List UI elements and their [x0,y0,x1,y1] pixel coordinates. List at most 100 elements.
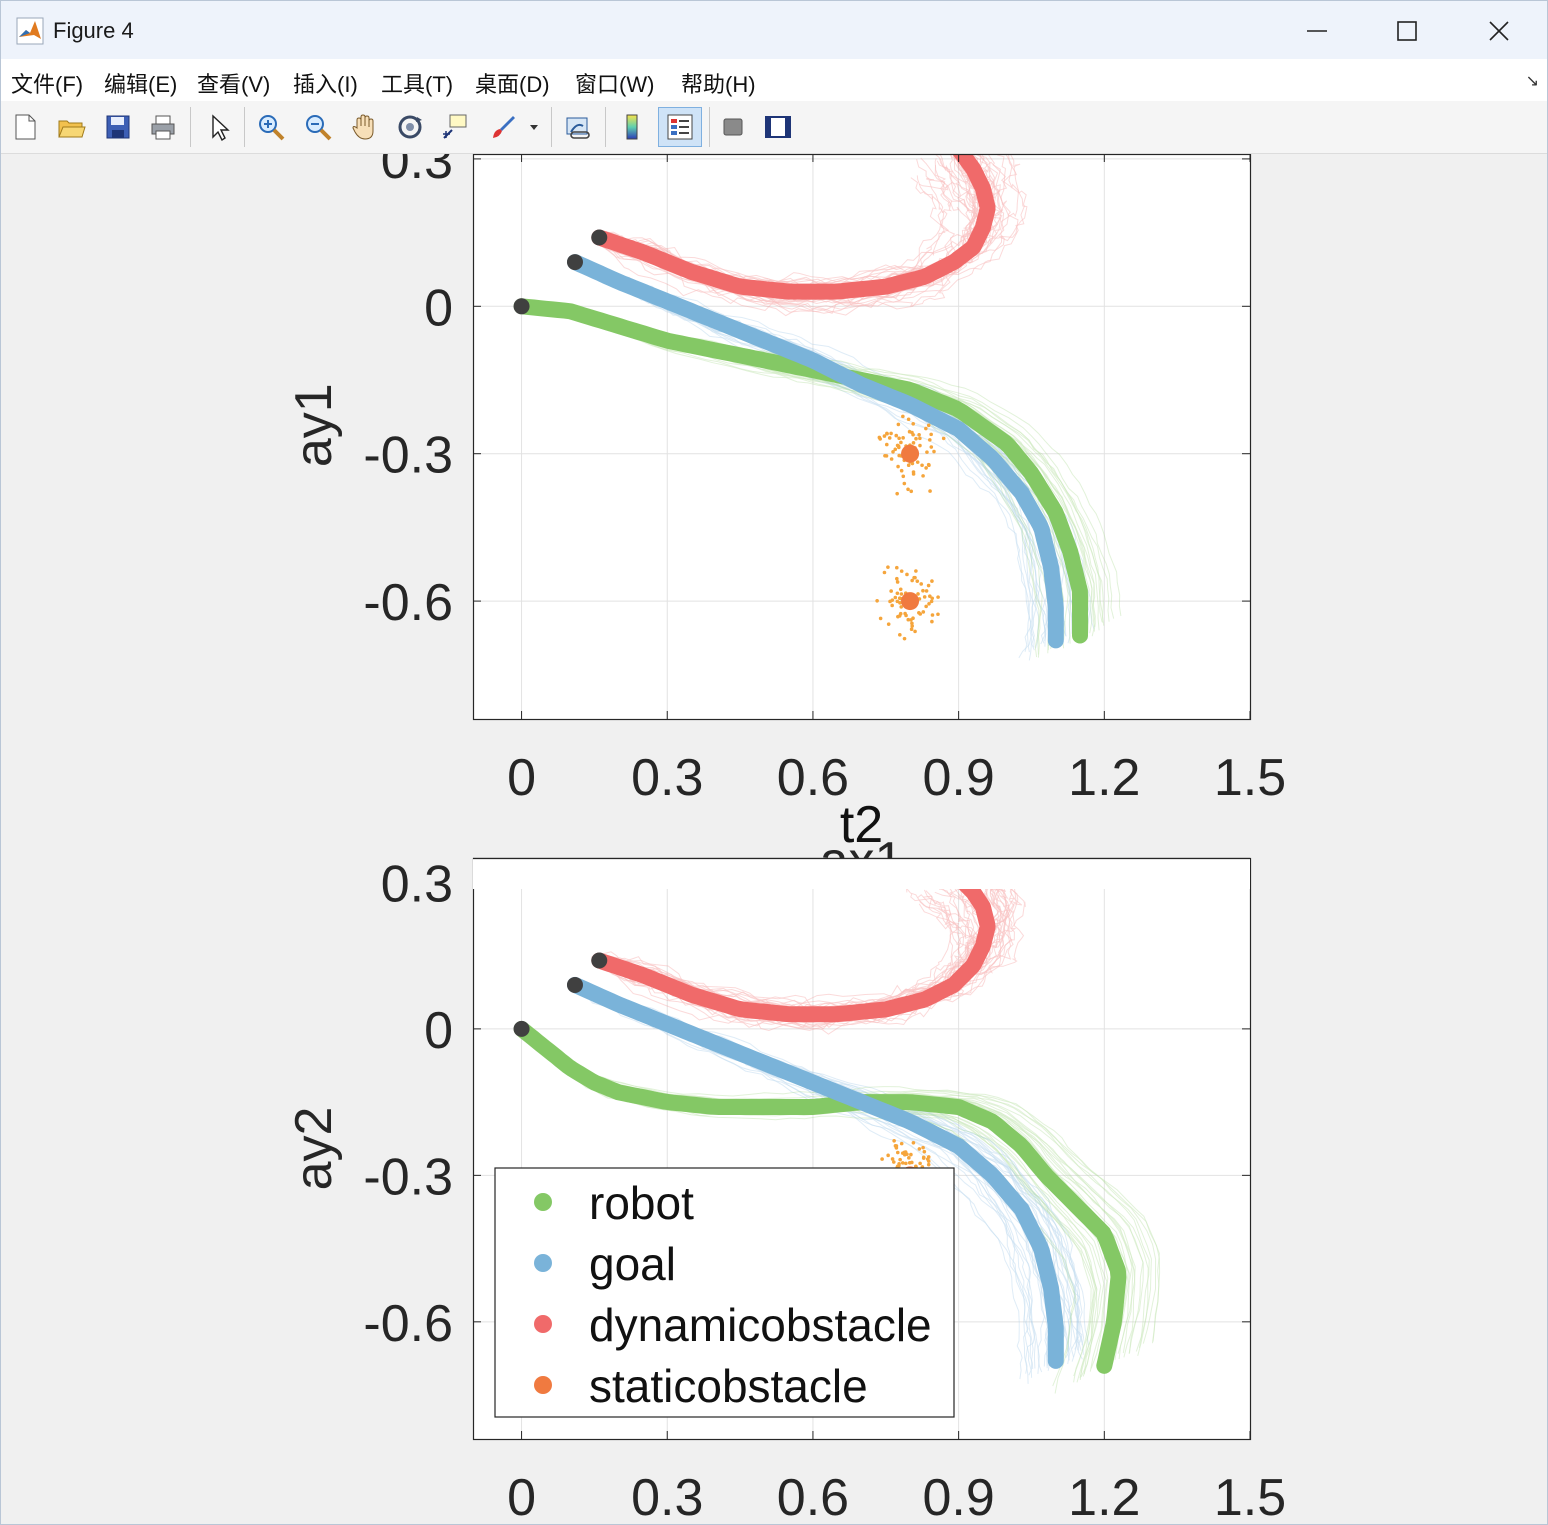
rotate-button[interactable] [392,109,428,145]
static-sample-point [910,624,914,628]
hide-plot-tools-button[interactable] [715,109,751,145]
static-sample-point [926,1159,931,1163]
figure-plots[interactable]: 0 0.3 0.6 0.9 1.2 1.5 0.3 0 -0.3 -0.6 ay1 0 0.3 0.6 0.… [1,132,1547,1524]
open-file-button[interactable] [53,109,89,145]
x-tick-label: 0 [507,1469,536,1524]
menu-window[interactable]: 窗口(W) [575,72,655,97]
static-sample-point [911,616,915,621]
save-button[interactable] [100,109,136,145]
plot-content [513,858,1161,1394]
dynamicobstacle-traces-trace [592,158,946,305]
goal-series-line [567,976,1064,1369]
static-sample-point [890,598,895,602]
static-sample-point [903,1150,908,1154]
static-sample-point [878,437,882,441]
show-plot-tools-button[interactable] [760,109,796,145]
static-sample-point [880,1157,884,1161]
toolbar-separator [709,107,710,147]
link-plot-button[interactable] [560,109,596,145]
zoom-in-icon [259,115,285,141]
close-button[interactable] [1469,9,1529,53]
static-sample-point [922,595,927,599]
menu-bar: 文件(F) 编辑(E) 查看(V) 插入(I) 工具(T) 桌面(D) 窗口(W… [1,59,1547,102]
brush-dropdown-button[interactable] [525,109,543,145]
select-button[interactable] [201,109,237,145]
menu-desktop[interactable]: 桌面(D) [475,72,550,97]
robot-start-point [513,298,530,315]
maximize-button[interactable] [1377,9,1437,53]
dynamicobstacle-series-line [591,869,996,1023]
colorbar-button[interactable] [614,109,650,145]
goal-start-point [566,976,583,993]
static-sample-point [897,453,901,458]
menu-insert[interactable]: 插入(I) [293,72,358,97]
static-sample-point [887,436,892,440]
legend-label-goal: goal [589,1238,676,1290]
static-sample-point [917,433,921,437]
static-sample-point [904,613,908,618]
zoom-in-button[interactable] [253,109,289,145]
minimize-button[interactable] [1287,9,1347,53]
menu-help[interactable]: 帮助(H) [681,72,756,97]
x-tick-label: 0.9 [922,1469,994,1524]
x-tick-label: 0.3 [631,749,703,807]
brush-button[interactable] [485,109,521,145]
static-sample-point [910,578,914,583]
static-sample-point [924,466,928,470]
zoom-out-icon [306,115,332,141]
window-title: Figure 4 [53,18,134,43]
menu-tools[interactable]: 工具(T) [381,72,454,97]
y-tick-label: -0.6 [363,1295,453,1353]
static-sample-point [898,633,902,637]
data-cursor-button[interactable] [437,109,473,145]
open-file-icon [58,120,86,138]
static-sample-point [875,598,879,603]
y-tick-label: -0.6 [363,574,453,632]
goal-start-point [566,254,583,271]
legend-marker-goal [534,1254,552,1272]
static-sample-point [898,601,902,605]
menu-view[interactable]: 查看(V) [197,72,271,97]
staticobstacle-point [901,592,920,611]
legend-label-staticobstacle: staticobstacle [589,1360,868,1412]
static-sample-point [886,1153,890,1158]
toolbar-separator [605,107,606,147]
static-sample-point [894,433,899,438]
static-sample-point [906,417,911,422]
pan-button[interactable] [346,109,382,145]
maximize-icon [1397,21,1417,41]
new-figure-button[interactable] [7,109,43,145]
print-button[interactable] [145,109,181,145]
static-sample-point [917,610,921,615]
axes-box [472,153,1252,721]
x-tick-label: 0.6 [777,1469,849,1524]
static-sample-point [924,604,928,609]
static-sample-point [907,1156,911,1160]
dock-arrow-icon[interactable]: ↘ [1525,73,1539,90]
menu-file[interactable]: 文件(F) [11,72,84,97]
y-tick-label: 0 [424,1002,453,1060]
static-sample-point [930,596,935,601]
static-sample-point [895,491,899,496]
static-sample-point [895,580,900,584]
zoom-out-button[interactable] [300,109,336,145]
static-sample-point [893,447,898,452]
static-sample-point [895,591,900,596]
robot-start-point [513,1020,530,1037]
static-sample-point [895,599,900,604]
menu-edit[interactable]: 编辑(E) [104,72,178,97]
static-sample-point [894,1146,899,1150]
static-sample-point [893,595,898,600]
grid [473,154,1250,719]
static-sample-point [886,622,891,626]
axes-1: 0 0.3 0.6 0.9 1.2 1.5 0.3 0 -0.3 -0.6 ay1 [285,132,1286,807]
plot-area [473,154,1250,719]
static-sample-point [929,432,933,437]
static-sample-point [926,1162,931,1167]
static-sample-point [899,569,904,573]
legend-button[interactable] [658,107,702,147]
static-sample-point [882,570,887,575]
static-sample-point [911,1140,916,1145]
static-sample-point [911,422,916,426]
